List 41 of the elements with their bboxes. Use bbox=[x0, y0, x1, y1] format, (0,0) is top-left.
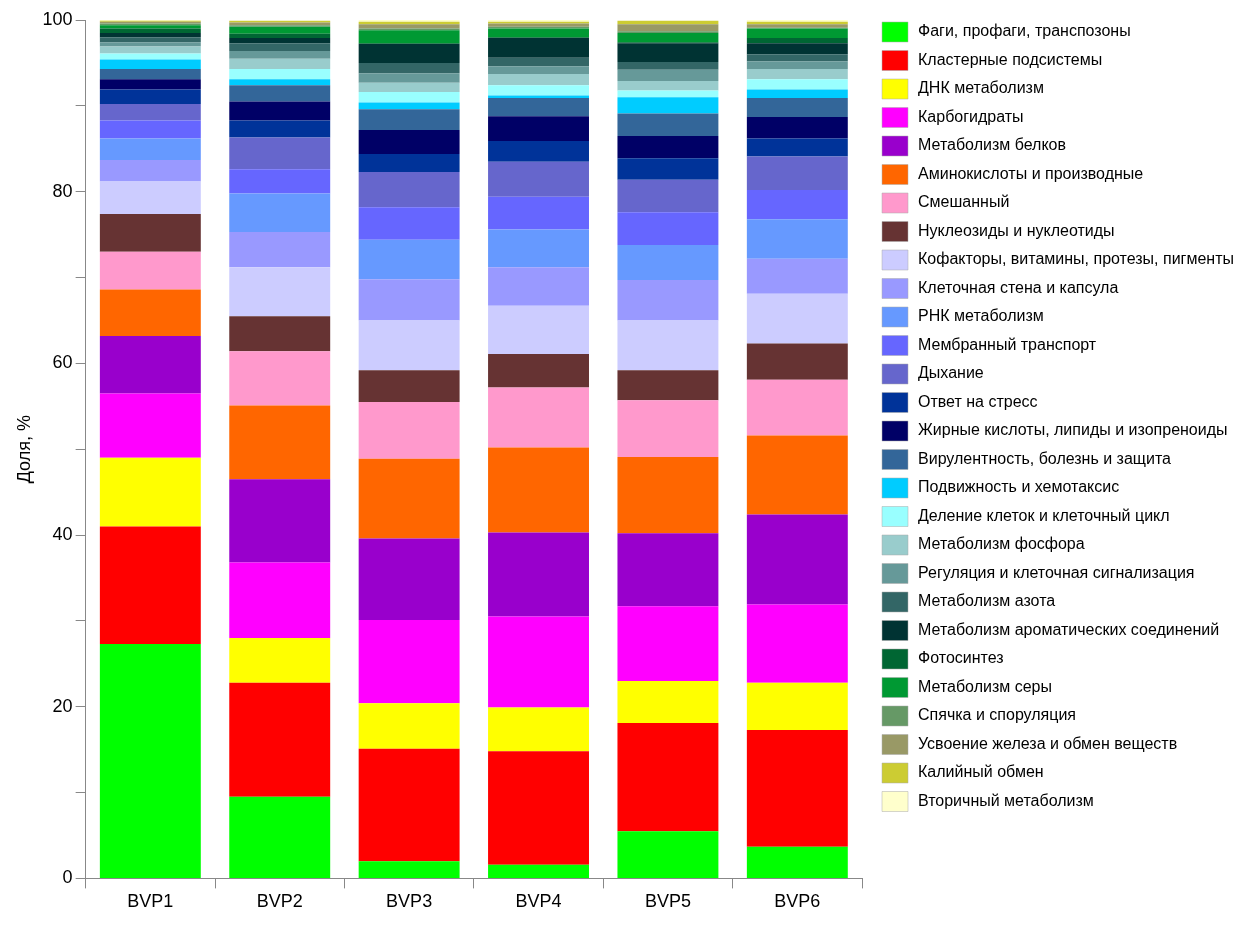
legend-label: Жирные кислоты, липиды и изопреноиды bbox=[918, 421, 1228, 439]
legend-label: Метаболизм серы bbox=[918, 677, 1053, 695]
legend-label: Метаболизм белков bbox=[918, 136, 1066, 154]
legend-label: Калийный обмен bbox=[918, 763, 1044, 781]
legend-label: Нуклеозиды и нуклеотиды bbox=[918, 221, 1115, 239]
legend-label: Фотосинтез bbox=[918, 649, 1004, 667]
y-tick-label: 60 bbox=[52, 352, 73, 373]
legend-label: Аминокислоты и производные bbox=[918, 164, 1144, 182]
legend-label: Деление клеток и клеточный цикл bbox=[918, 506, 1170, 524]
x-tick-label: BVP2 bbox=[256, 891, 303, 912]
y-axis-title: Доля, % bbox=[13, 415, 34, 484]
legend-label: Смешанный bbox=[918, 193, 1010, 211]
legend-label: Клеточная стена и капсула bbox=[918, 278, 1119, 296]
legend-label: Усвоение железа и обмен веществ bbox=[918, 734, 1178, 752]
legend-label: Дыхание bbox=[918, 364, 984, 382]
x-tick-label: BVP4 bbox=[515, 891, 562, 912]
legend-label: Вторичный метаболизм bbox=[918, 791, 1094, 809]
legend-label: ДНК метаболизм bbox=[918, 79, 1044, 97]
legend-label: Метаболизм ароматических соединений bbox=[918, 620, 1220, 638]
legend-label: Мембранный транспорт bbox=[918, 335, 1097, 353]
legend-label: Карбогидраты bbox=[918, 107, 1024, 125]
legend-label: Кофакторы, витамины, протезы, пигменты bbox=[918, 250, 1235, 268]
y-tick-label: 80 bbox=[52, 180, 73, 201]
y-tick-label: 40 bbox=[52, 524, 73, 545]
y-tick-label: 20 bbox=[52, 695, 73, 716]
legend-label: Регуляция и клеточная сигнализация bbox=[918, 563, 1195, 581]
legend-label: Ответ на стресс bbox=[918, 392, 1038, 410]
legend-label: Подвижность и хемотаксис bbox=[918, 478, 1120, 496]
x-tick-label: BVP1 bbox=[127, 891, 174, 912]
legend-label: Кластерные подсистемы bbox=[918, 50, 1103, 68]
y-tick-label: 100 bbox=[42, 8, 73, 29]
x-tick-label: BVP5 bbox=[644, 891, 691, 912]
legend-label: Фаги, профаги, транспозоны bbox=[918, 22, 1131, 40]
legend-label: Метаболизм фосфора bbox=[918, 535, 1085, 553]
legend-label: Вирулентность, болезнь и защита bbox=[918, 449, 1172, 467]
legend-label: РНК метаболизм bbox=[918, 307, 1044, 325]
legend-label: Спячка и споруляция bbox=[918, 706, 1077, 724]
x-tick-label: BVP6 bbox=[774, 891, 821, 912]
y-tick-label: 0 bbox=[62, 867, 73, 888]
legend-label: Метаболизм азота bbox=[918, 592, 1056, 610]
x-tick-label: BVP3 bbox=[386, 891, 433, 912]
